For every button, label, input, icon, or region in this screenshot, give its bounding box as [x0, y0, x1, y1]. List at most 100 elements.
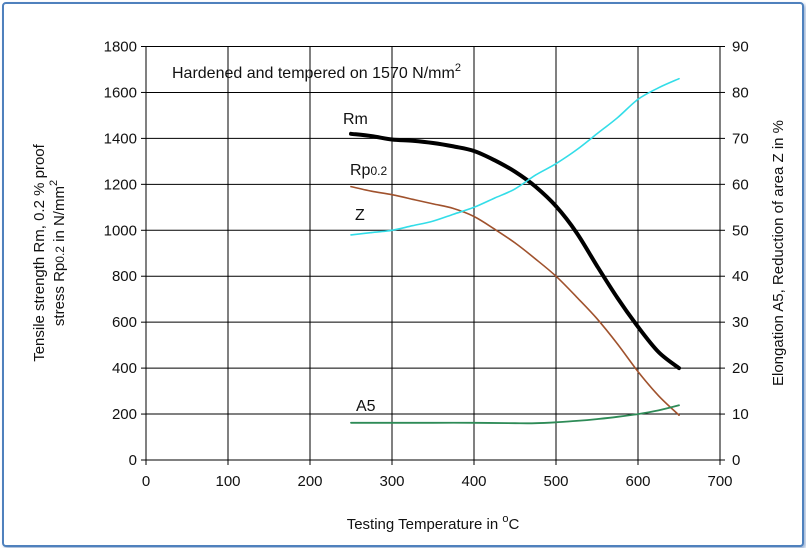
- data-point-rp: [616, 343, 619, 345]
- data-point-rp: [391, 194, 393, 196]
- y-right-axis-ticks: 0 10 20 30 40 50 60 70 80 90: [720, 39, 749, 469]
- data-point-z: [637, 98, 639, 100]
- data-point-z: [452, 213, 455, 215]
- y-left-tick-label: 1000: [104, 222, 137, 239]
- data-point-rm: [411, 140, 414, 142]
- y-right-tick-label: 40: [732, 268, 749, 285]
- x-axis-label-text: Testing Temperature in: [347, 516, 503, 533]
- y-right-axis-label: Elongation A5, Reduction of area Z in %: [770, 120, 787, 386]
- data-point-rm: [678, 367, 680, 369]
- data-point-z: [534, 174, 537, 176]
- y-right-tick-label: 90: [732, 39, 749, 56]
- data-point-a5: [555, 421, 557, 423]
- y-left-axis-label-line2: stress Rp0.2 in N/mm2: [48, 180, 68, 326]
- data-point-z: [391, 229, 393, 231]
- y-left-label-unit: in N/mm: [51, 186, 68, 246]
- x-axis-label-degree: o: [502, 513, 508, 525]
- data-point-rp: [370, 190, 373, 192]
- data-point-z: [350, 234, 352, 236]
- y-left-tick-label: 0: [129, 452, 137, 469]
- series-line-rp: [350, 185, 680, 416]
- x-axis-ticks: 0 100 200 300 400 500 600 700: [142, 460, 733, 490]
- data-point-a5: [534, 422, 537, 424]
- data-point-z: [493, 197, 496, 199]
- y-left-tick-label: 1200: [104, 176, 137, 193]
- data-point-z: [678, 78, 680, 80]
- data-point-rp: [555, 275, 557, 277]
- y-left-label-sup: 2: [48, 180, 60, 186]
- data-point-rm: [350, 133, 352, 135]
- y-left-axis-label-line1: Tensile strength Rm, 0.2 % proof: [31, 143, 48, 361]
- data-point-rp: [452, 207, 455, 210]
- data-point-a5: [596, 418, 598, 420]
- series-label-rp02-main: Rp: [350, 162, 371, 179]
- y-right-axis-label-text: Elongation A5, Reduction of area Z in %: [770, 120, 787, 386]
- x-tick-label: 300: [379, 473, 404, 490]
- data-point-z: [575, 149, 578, 151]
- y-right-tick-label: 70: [732, 130, 749, 147]
- chart-title-text: Hardened and tempered on 1570 N/mm: [172, 65, 455, 82]
- data-point-a5: [432, 422, 434, 424]
- data-point-rm: [370, 135, 373, 137]
- y-right-tick-label: 0: [732, 452, 740, 469]
- y-left-tick-label: 200: [112, 406, 137, 423]
- data-point-rp: [596, 318, 598, 320]
- data-point-rm: [473, 150, 475, 152]
- data-point-z: [657, 87, 660, 89]
- y-left-tick-label: 800: [112, 268, 137, 285]
- data-point-rm: [493, 159, 496, 161]
- series-line-z: [350, 77, 680, 236]
- series-lines: [349, 77, 681, 425]
- data-point-a5: [678, 404, 680, 406]
- data-point-z: [555, 163, 557, 165]
- gridlines: [146, 46, 720, 460]
- x-tick-label: 700: [707, 473, 732, 490]
- plot-area-border: [145, 46, 721, 461]
- data-point-rp: [473, 215, 475, 218]
- data-point-rp: [350, 186, 352, 188]
- y-left-label-sub: 0.2: [53, 246, 67, 263]
- data-point-rm: [575, 232, 578, 234]
- data-point-rm: [514, 171, 516, 173]
- y-left-tick-label: 600: [112, 314, 137, 331]
- data-point-a5: [514, 422, 516, 424]
- data-point-rm: [432, 142, 434, 144]
- x-tick-label: 100: [215, 473, 240, 490]
- data-point-z: [473, 206, 475, 208]
- data-point-a5: [575, 420, 578, 422]
- x-axis-label-unit: C: [508, 516, 519, 533]
- data-point-z: [514, 188, 516, 190]
- y-left-axis-ticks: 0 200 400 600 800 1000 1200 1400 1600 1800: [104, 39, 146, 469]
- data-point-rp: [514, 242, 516, 244]
- y-left-axis-label: Tensile strength Rm, 0.2 % proof stress …: [31, 143, 68, 361]
- data-point-a5: [637, 413, 639, 415]
- data-point-z: [370, 232, 373, 234]
- y-left-tick-label: 1600: [104, 84, 137, 101]
- y-left-label-stress: stress Rp: [51, 263, 68, 326]
- data-point-rm: [534, 186, 537, 188]
- data-point-rp: [432, 203, 434, 205]
- chart-title-superscript: 2: [455, 62, 461, 74]
- data-point-rm: [391, 138, 393, 141]
- data-point-a5: [657, 409, 660, 411]
- data-point-rm: [596, 265, 598, 267]
- data-point-rp: [575, 296, 578, 298]
- data-point-a5: [391, 422, 393, 424]
- y-right-tick-label: 80: [732, 84, 749, 101]
- y-left-tick-label: 400: [112, 360, 137, 377]
- data-point-rp: [534, 258, 537, 260]
- x-tick-label: 500: [543, 473, 568, 490]
- data-point-rp: [637, 371, 639, 373]
- data-point-z: [432, 220, 434, 222]
- data-point-z: [616, 117, 619, 119]
- series-label-rp02: Rp0.2: [350, 162, 387, 179]
- data-point-rm: [452, 145, 455, 147]
- data-point-rm: [616, 297, 619, 299]
- data-point-a5: [350, 422, 352, 424]
- data-point-rm: [657, 351, 660, 353]
- x-tick-label: 600: [625, 473, 650, 490]
- data-point-z: [411, 225, 414, 227]
- data-point-z: [596, 133, 598, 135]
- series-label-a5: A5: [356, 398, 376, 415]
